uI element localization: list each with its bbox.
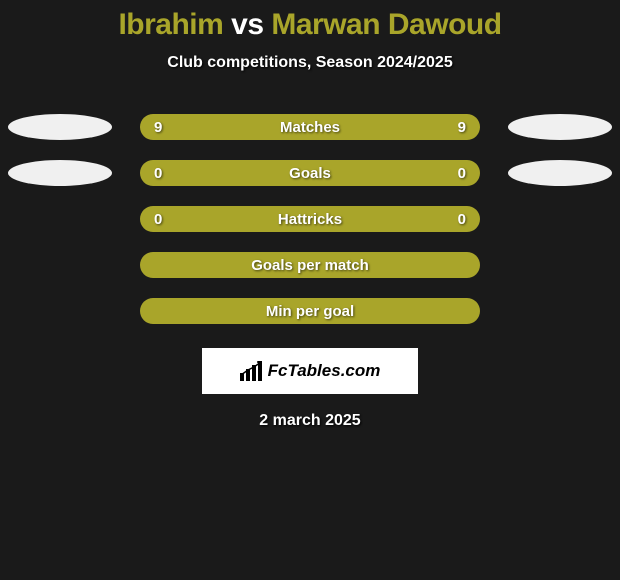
player1-name: Ibrahim — [118, 8, 223, 41]
right-oval — [508, 160, 612, 186]
page-title: Ibrahim vs Marwan Dawoud — [0, 8, 620, 42]
stat-label: Hattricks — [140, 211, 480, 228]
barchart-icon — [240, 361, 264, 381]
stat-bar: 0Goals0 — [140, 160, 480, 186]
stat-value-left: 0 — [154, 165, 178, 182]
stat-value-right: 0 — [442, 211, 466, 228]
stat-bar: Goals per match — [140, 252, 480, 278]
stat-label: Goals per match — [140, 257, 480, 274]
left-oval — [8, 114, 112, 140]
stat-bar: 0Hattricks0 — [140, 206, 480, 232]
stat-label: Matches — [140, 119, 480, 136]
stat-row: Min per goal — [0, 288, 620, 334]
logo-text: FcTables.com — [268, 361, 381, 381]
comparison-card: Ibrahim vs Marwan Dawoud Club competitio… — [0, 0, 620, 430]
stat-bar: 9Matches9 — [140, 114, 480, 140]
stat-row: 9Matches9 — [0, 104, 620, 150]
left-oval — [8, 160, 112, 186]
stat-value-left: 9 — [154, 119, 178, 136]
stat-row: 0Hattricks0 — [0, 196, 620, 242]
stat-label: Min per goal — [140, 303, 480, 320]
stat-value-left: 0 — [154, 211, 178, 228]
date-label: 2 march 2025 — [0, 412, 620, 430]
stat-label: Goals — [140, 165, 480, 182]
stat-row: Goals per match — [0, 242, 620, 288]
stats-rows: 9Matches90Goals00Hattricks0Goals per mat… — [0, 104, 620, 334]
stat-bar: Min per goal — [140, 298, 480, 324]
stat-value-right: 0 — [442, 165, 466, 182]
stat-value-right: 9 — [442, 119, 466, 136]
player2-name: Marwan Dawoud — [271, 8, 501, 41]
subtitle: Club competitions, Season 2024/2025 — [0, 54, 620, 72]
right-oval — [508, 114, 612, 140]
stat-row: 0Goals0 — [0, 150, 620, 196]
logo-box: FcTables.com — [202, 348, 418, 394]
vs-label: vs — [231, 8, 263, 41]
